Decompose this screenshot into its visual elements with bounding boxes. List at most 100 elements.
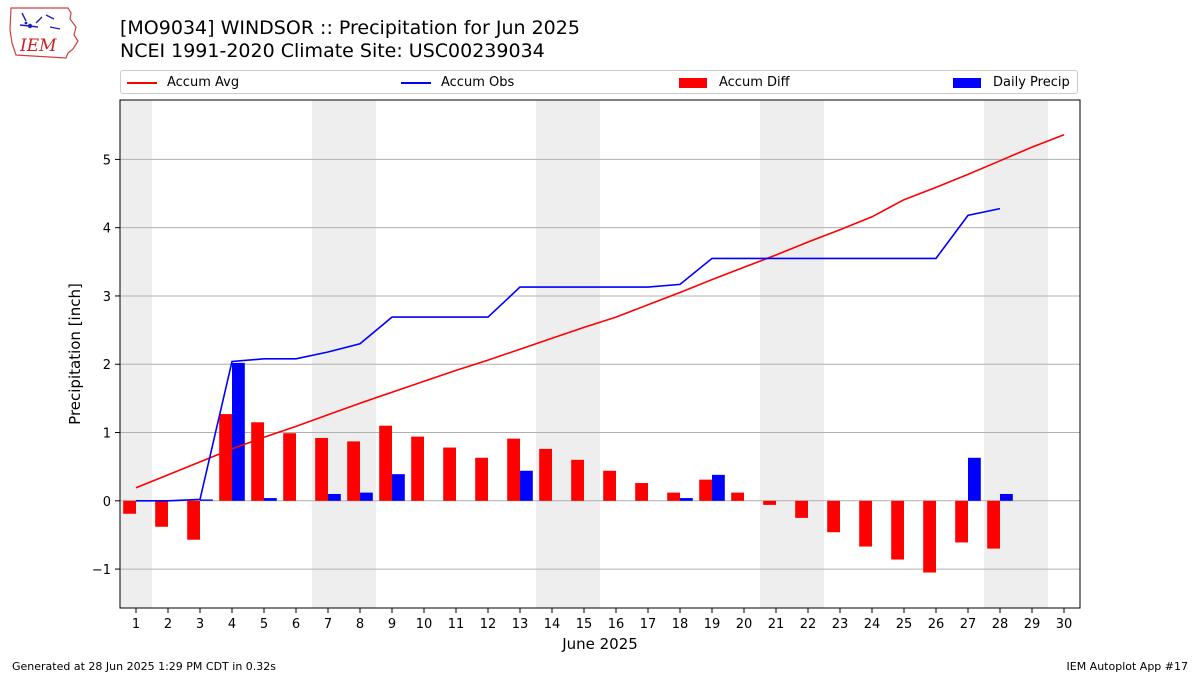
accum-diff-bar-25 [891, 500, 904, 560]
daily-precip-bar-19 [712, 474, 725, 501]
x-tick-label-16: 16 [608, 617, 625, 632]
accum-diff-bar-9 [379, 425, 392, 501]
x-tick-label-2: 2 [164, 617, 172, 632]
weekend-shade-2 [536, 100, 600, 608]
x-tick-label-1: 1 [132, 617, 140, 632]
daily-precip-bar-3 [200, 499, 213, 501]
x-tick-label-10: 10 [416, 617, 433, 632]
legend-swatch-accum-obs [401, 82, 431, 84]
x-tick-label-26: 26 [928, 617, 945, 632]
accum-diff-bar-8 [347, 441, 360, 501]
chart-title: [MO9034] WINDSOR :: Precipitation for Ju… [120, 17, 580, 39]
autoplot-app-label: IEM Autoplot App #17 [1066, 660, 1189, 673]
x-tick-label-24: 24 [864, 617, 881, 632]
x-tick-label-3: 3 [196, 617, 204, 632]
daily-precip-bar-28 [1000, 493, 1013, 501]
daily-precip-bar-7 [328, 493, 341, 501]
generated-timestamp: Generated at 28 Jun 2025 1:29 PM CDT in … [12, 660, 277, 673]
accum-diff-bar-17 [635, 483, 648, 501]
y-axis-label: Precipitation [inch] [66, 283, 84, 425]
weekend-shade-0 [120, 100, 152, 608]
y-tick-label-4: 4 [103, 222, 111, 237]
x-tick-label-7: 7 [324, 617, 332, 632]
accum-diff-bar-2 [155, 500, 168, 527]
plot-frame [119, 99, 1081, 609]
legend-label-daily-precip: Daily Precip [993, 75, 1070, 90]
accum-diff-bar-22 [795, 500, 808, 518]
legend-swatch-daily-precip [953, 78, 981, 88]
iowa-state-outline [9, 7, 79, 59]
accum-diff-bar-3 [187, 500, 200, 540]
x-tick-label-25: 25 [896, 617, 913, 632]
accum-diff-bar-27 [955, 500, 968, 543]
x-tick-label-17: 17 [640, 617, 657, 632]
x-tick-label-15: 15 [576, 617, 593, 632]
accum-diff-bar-28 [987, 500, 1000, 549]
daily-precip-bar-4 [232, 362, 245, 501]
daily-precip-bar-18 [680, 498, 693, 501]
accum-avg-line [135, 134, 1065, 489]
x-tick-label-27: 27 [960, 617, 977, 632]
accum-diff-bar-15 [571, 459, 584, 501]
accum-diff-bar-6 [283, 433, 296, 501]
accum-diff-bar-26 [923, 500, 936, 573]
y-tick-label-3: 3 [103, 290, 111, 305]
accum-diff-bar-11 [443, 447, 456, 501]
legend-label-accum-diff: Accum Diff [719, 75, 790, 90]
x-tick-label-28: 28 [992, 617, 1009, 632]
x-tick-label-8: 8 [356, 617, 364, 632]
accum-diff-bar-1 [123, 500, 136, 514]
x-tick-label-18: 18 [672, 617, 689, 632]
chart-subtitle: NCEI 1991-2020 Climate Site: USC00239034 [120, 40, 545, 62]
x-tick-label-14: 14 [544, 617, 561, 632]
accum-diff-bar-14 [539, 448, 552, 501]
legend-label-accum-avg: Accum Avg [167, 75, 240, 90]
chart-legend: Accum Avg Accum Obs Accum Diff Daily Pre… [120, 70, 1078, 94]
x-axis-label: June 2025 [561, 635, 638, 653]
accum-diff-bar-23 [827, 500, 840, 533]
accum-diff-bar-20 [731, 492, 744, 501]
daily-precip-bar-5 [264, 498, 277, 501]
y-tick-label--1: −1 [92, 563, 111, 578]
weekend-shade-1 [312, 100, 376, 608]
daily-precip-bar-8 [360, 492, 373, 501]
x-tick-label-23: 23 [832, 617, 849, 632]
legend-swatch-accum-diff [679, 78, 707, 88]
legend-label-accum-obs: Accum Obs [441, 75, 515, 90]
accum-diff-bar-16 [603, 470, 616, 501]
accum-obs-line [136, 207, 1001, 502]
x-tick-label-5: 5 [260, 617, 268, 632]
accum-diff-bar-12 [475, 457, 488, 501]
x-tick-label-22: 22 [800, 617, 817, 632]
y-tick-label-0: 0 [103, 495, 111, 510]
daily-precip-bar-13 [520, 470, 533, 501]
logo-text: IEM [19, 36, 57, 56]
y-tick-label-2: 2 [103, 358, 111, 373]
x-tick-label-21: 21 [768, 617, 785, 632]
x-tick-label-12: 12 [480, 617, 497, 632]
x-tick-label-4: 4 [228, 617, 236, 632]
accum-diff-bar-24 [859, 500, 872, 547]
accum-diff-bar-5 [251, 422, 264, 501]
x-tick-label-20: 20 [736, 617, 753, 632]
x-tick-label-6: 6 [292, 617, 300, 632]
accum-diff-bar-7 [315, 437, 328, 501]
accum-diff-bar-10 [411, 436, 424, 501]
x-tick-label-13: 13 [512, 617, 529, 632]
x-tick-label-11: 11 [448, 617, 465, 632]
accum-diff-bar-13 [507, 438, 520, 501]
x-tick-label-19: 19 [704, 617, 721, 632]
x-tick-label-9: 9 [388, 617, 396, 632]
iem-logo: IEM [9, 7, 79, 59]
y-tick-label-1: 1 [103, 427, 111, 442]
daily-precip-bar-9 [392, 474, 405, 501]
y-tick-label-5: 5 [103, 153, 111, 168]
accum-diff-bar-18 [667, 492, 680, 501]
x-tick-label-30: 30 [1056, 617, 1073, 632]
accum-diff-bar-19 [699, 479, 712, 501]
accum-diff-bar-4 [219, 414, 232, 501]
x-tick-label-29: 29 [1024, 617, 1041, 632]
daily-precip-bar-27 [968, 457, 981, 501]
weekend-shade-3 [760, 100, 824, 608]
